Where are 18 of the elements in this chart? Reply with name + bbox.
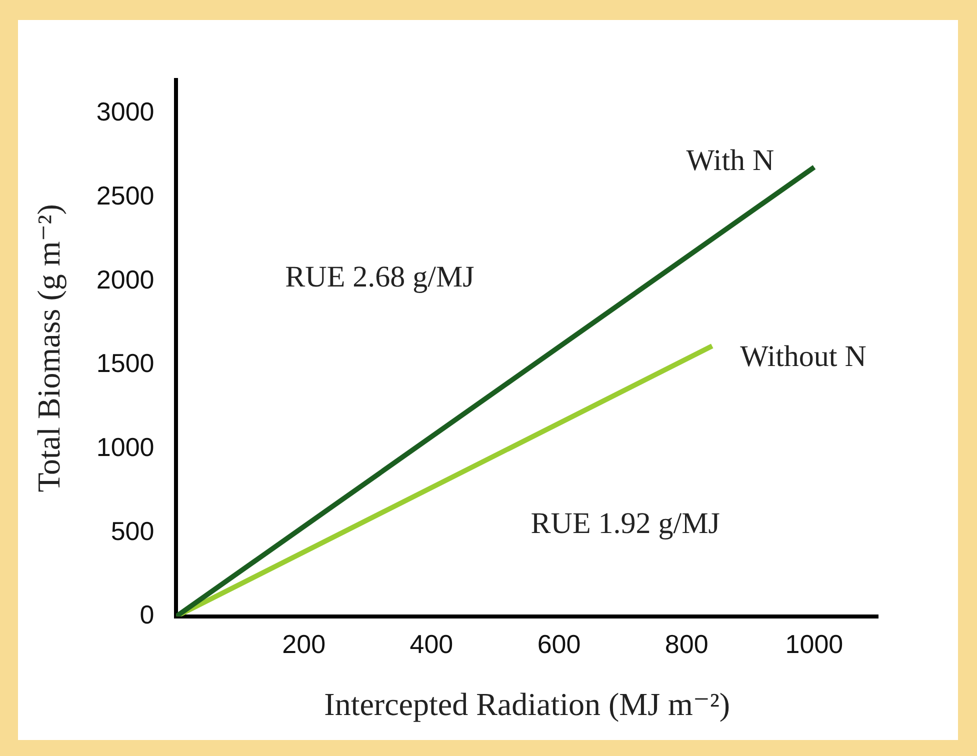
series-label: With N (686, 144, 774, 178)
y-tick-label: 1500 (96, 348, 154, 378)
y-tick-label: 500 (110, 516, 154, 546)
y-axis-title: Total Biomass (g m⁻²) (30, 204, 67, 492)
series-label: Without N (740, 340, 866, 373)
annotation: RUE 2.68 g/MJ (285, 260, 475, 294)
y-tick-label: 2500 (96, 180, 154, 211)
y-tick-label: 0 (140, 600, 154, 630)
x-tick-label: 600 (537, 629, 581, 660)
x-tick-label: 1000 (785, 629, 844, 660)
x-axis-title: Intercepted Radiation (MJ m⁻²) (324, 686, 730, 722)
y-tick-label: 3000 (96, 96, 154, 127)
x-tick-label: 400 (410, 629, 454, 660)
y-tick-label: 1000 (96, 432, 154, 462)
annotation: RUE 1.92 g/MJ (530, 507, 720, 540)
x-tick-label: 200 (282, 629, 326, 660)
x-tick-label: 800 (664, 629, 708, 660)
y-tick-label: 2000 (96, 264, 154, 294)
